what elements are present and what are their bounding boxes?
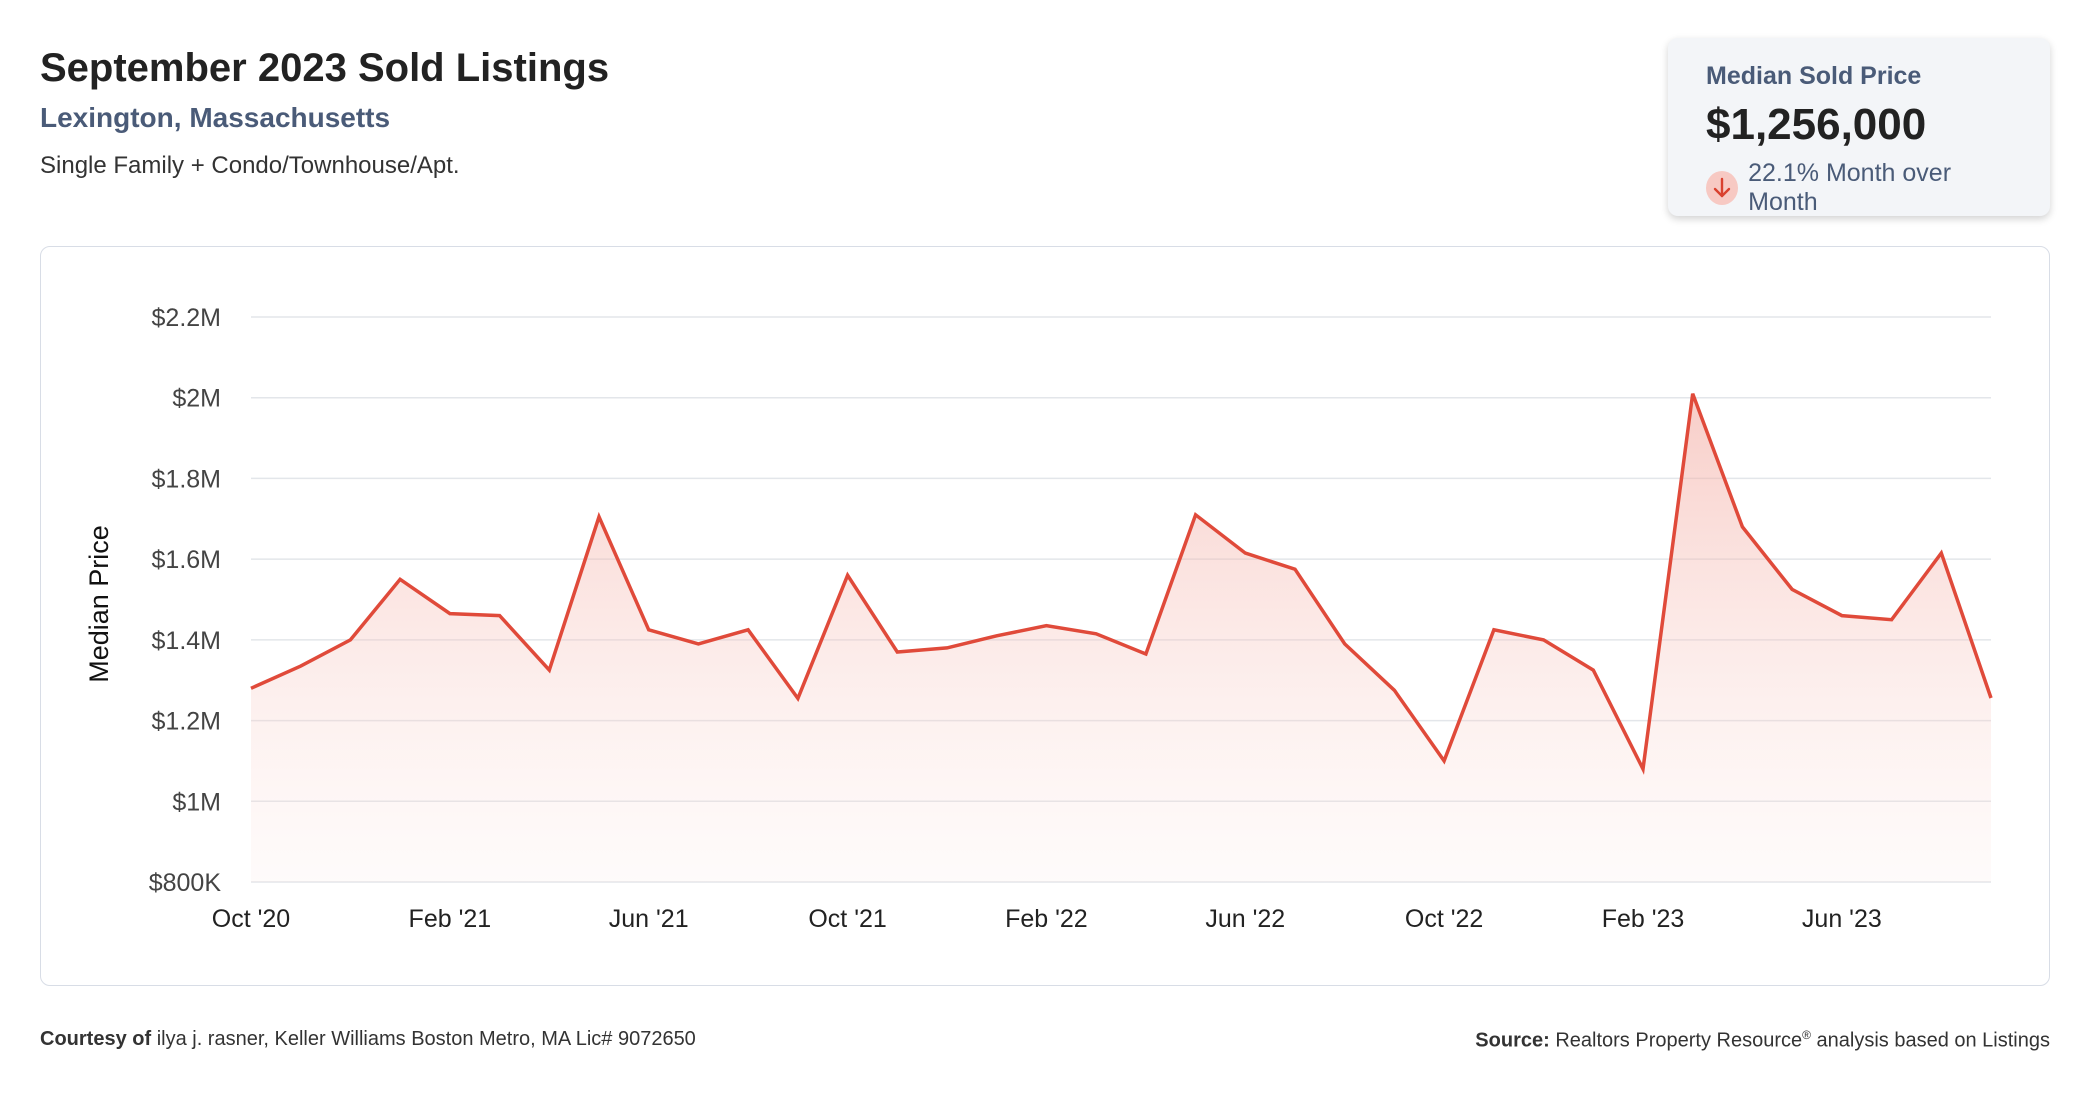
data-point (396, 575, 404, 583)
data-point (446, 610, 454, 618)
data-point (645, 626, 653, 634)
data-point (1291, 565, 1299, 573)
y-tick-label: $2M (172, 385, 221, 413)
location-subtitle: Lexington, Massachusetts (40, 102, 391, 133)
data-point (545, 666, 553, 674)
median-price-chart: $800K $1M $1.2M $1.4M $1.6M $1.8M $2M $2.2M Oct… (84, 304, 1995, 933)
stat-value: $1,256,000 (1706, 100, 1927, 149)
data-point (993, 632, 1001, 640)
y-tick-label: $1M (172, 788, 221, 816)
page-title: September 2023 Sold Listings (40, 46, 610, 90)
registered-mark: ® (1802, 1028, 1811, 1042)
source-name: Realtors Property Resource (1555, 1029, 1803, 1052)
data-point (744, 626, 752, 634)
data-point (1490, 626, 1498, 634)
property-types-label: Single Family + Condo/Townhouse/Apt. (40, 152, 460, 179)
courtesy-footer: Courtesy of ilya j. rasner, Keller Willi… (40, 1028, 696, 1051)
data-point (1589, 666, 1597, 674)
area-fill (251, 393, 1991, 882)
data-point (1142, 650, 1150, 658)
data-point (943, 644, 951, 652)
data-point (1192, 511, 1200, 519)
data-point (794, 694, 802, 702)
header: September 2023 Sold Listings Lexington, … (40, 44, 609, 180)
data-point (1838, 612, 1846, 620)
data-point (694, 640, 702, 648)
x-tick-label: Feb '23 (1602, 905, 1685, 933)
courtesy-label: Courtesy of (40, 1028, 152, 1050)
source-footer: Source: Realtors Property Resource® anal… (1475, 1028, 2050, 1053)
y-tick-label: $800K (149, 869, 222, 897)
data-point (1888, 616, 1896, 624)
stat-label: Median Sold Price (1706, 62, 1922, 90)
data-point (595, 513, 603, 521)
data-point (1639, 765, 1647, 773)
y-tick-label: $1.6M (152, 546, 221, 574)
x-tick-label: Feb '21 (409, 905, 492, 933)
source-text: analysis based on Listings (1810, 1029, 2051, 1052)
data-point (1042, 622, 1050, 630)
x-tick-label: Oct '20 (212, 905, 290, 933)
data-point (297, 662, 305, 670)
y-axis-label: Median Price (84, 525, 114, 683)
median-sold-price-card: Median Sold Price $1,256,000 22.1% Month… (1668, 38, 2050, 216)
data-point (1987, 694, 1995, 702)
data-point (247, 684, 255, 692)
data-point (844, 571, 852, 579)
stat-change: 22.1% Month over Month (1706, 159, 2012, 217)
data-point (496, 612, 504, 620)
x-tick-label: Jun '23 (1802, 905, 1882, 933)
source-label: Source: (1475, 1029, 1550, 1052)
y-tick-label: $1.2M (152, 708, 221, 736)
x-tick-label: Feb '22 (1005, 905, 1088, 933)
data-point (1341, 640, 1349, 648)
data-point (893, 648, 901, 656)
x-tick-label: Jun '21 (609, 905, 689, 933)
chart-container: $800K $1M $1.2M $1.4M $1.6M $1.8M $2M $2.2M Oct… (40, 246, 2050, 986)
data-point (1738, 523, 1746, 531)
stat-change-text: 22.1% Month over Month (1748, 159, 1952, 217)
median-price-line (250, 393, 1993, 775)
data-point (346, 636, 354, 644)
data-point (1440, 757, 1448, 765)
y-tick-label: $2.2M (152, 304, 221, 332)
x-tick-label: Oct '21 (808, 905, 886, 933)
data-point (1540, 636, 1548, 644)
data-point (1390, 686, 1398, 694)
y-tick-label: $1.8M (152, 465, 221, 493)
data-point (1937, 549, 1945, 557)
data-point (1788, 585, 1796, 593)
arrow-down-icon (1706, 171, 1739, 206)
x-tick-label: Oct '22 (1405, 905, 1483, 933)
x-tick-label: Jun '22 (1205, 905, 1285, 933)
data-point (1689, 390, 1697, 398)
y-tick-label: $1.4M (152, 627, 221, 655)
courtesy-text: ilya j. rasner, Keller Williams Boston M… (156, 1028, 696, 1050)
data-point (1092, 630, 1100, 638)
data-point (1241, 549, 1249, 557)
